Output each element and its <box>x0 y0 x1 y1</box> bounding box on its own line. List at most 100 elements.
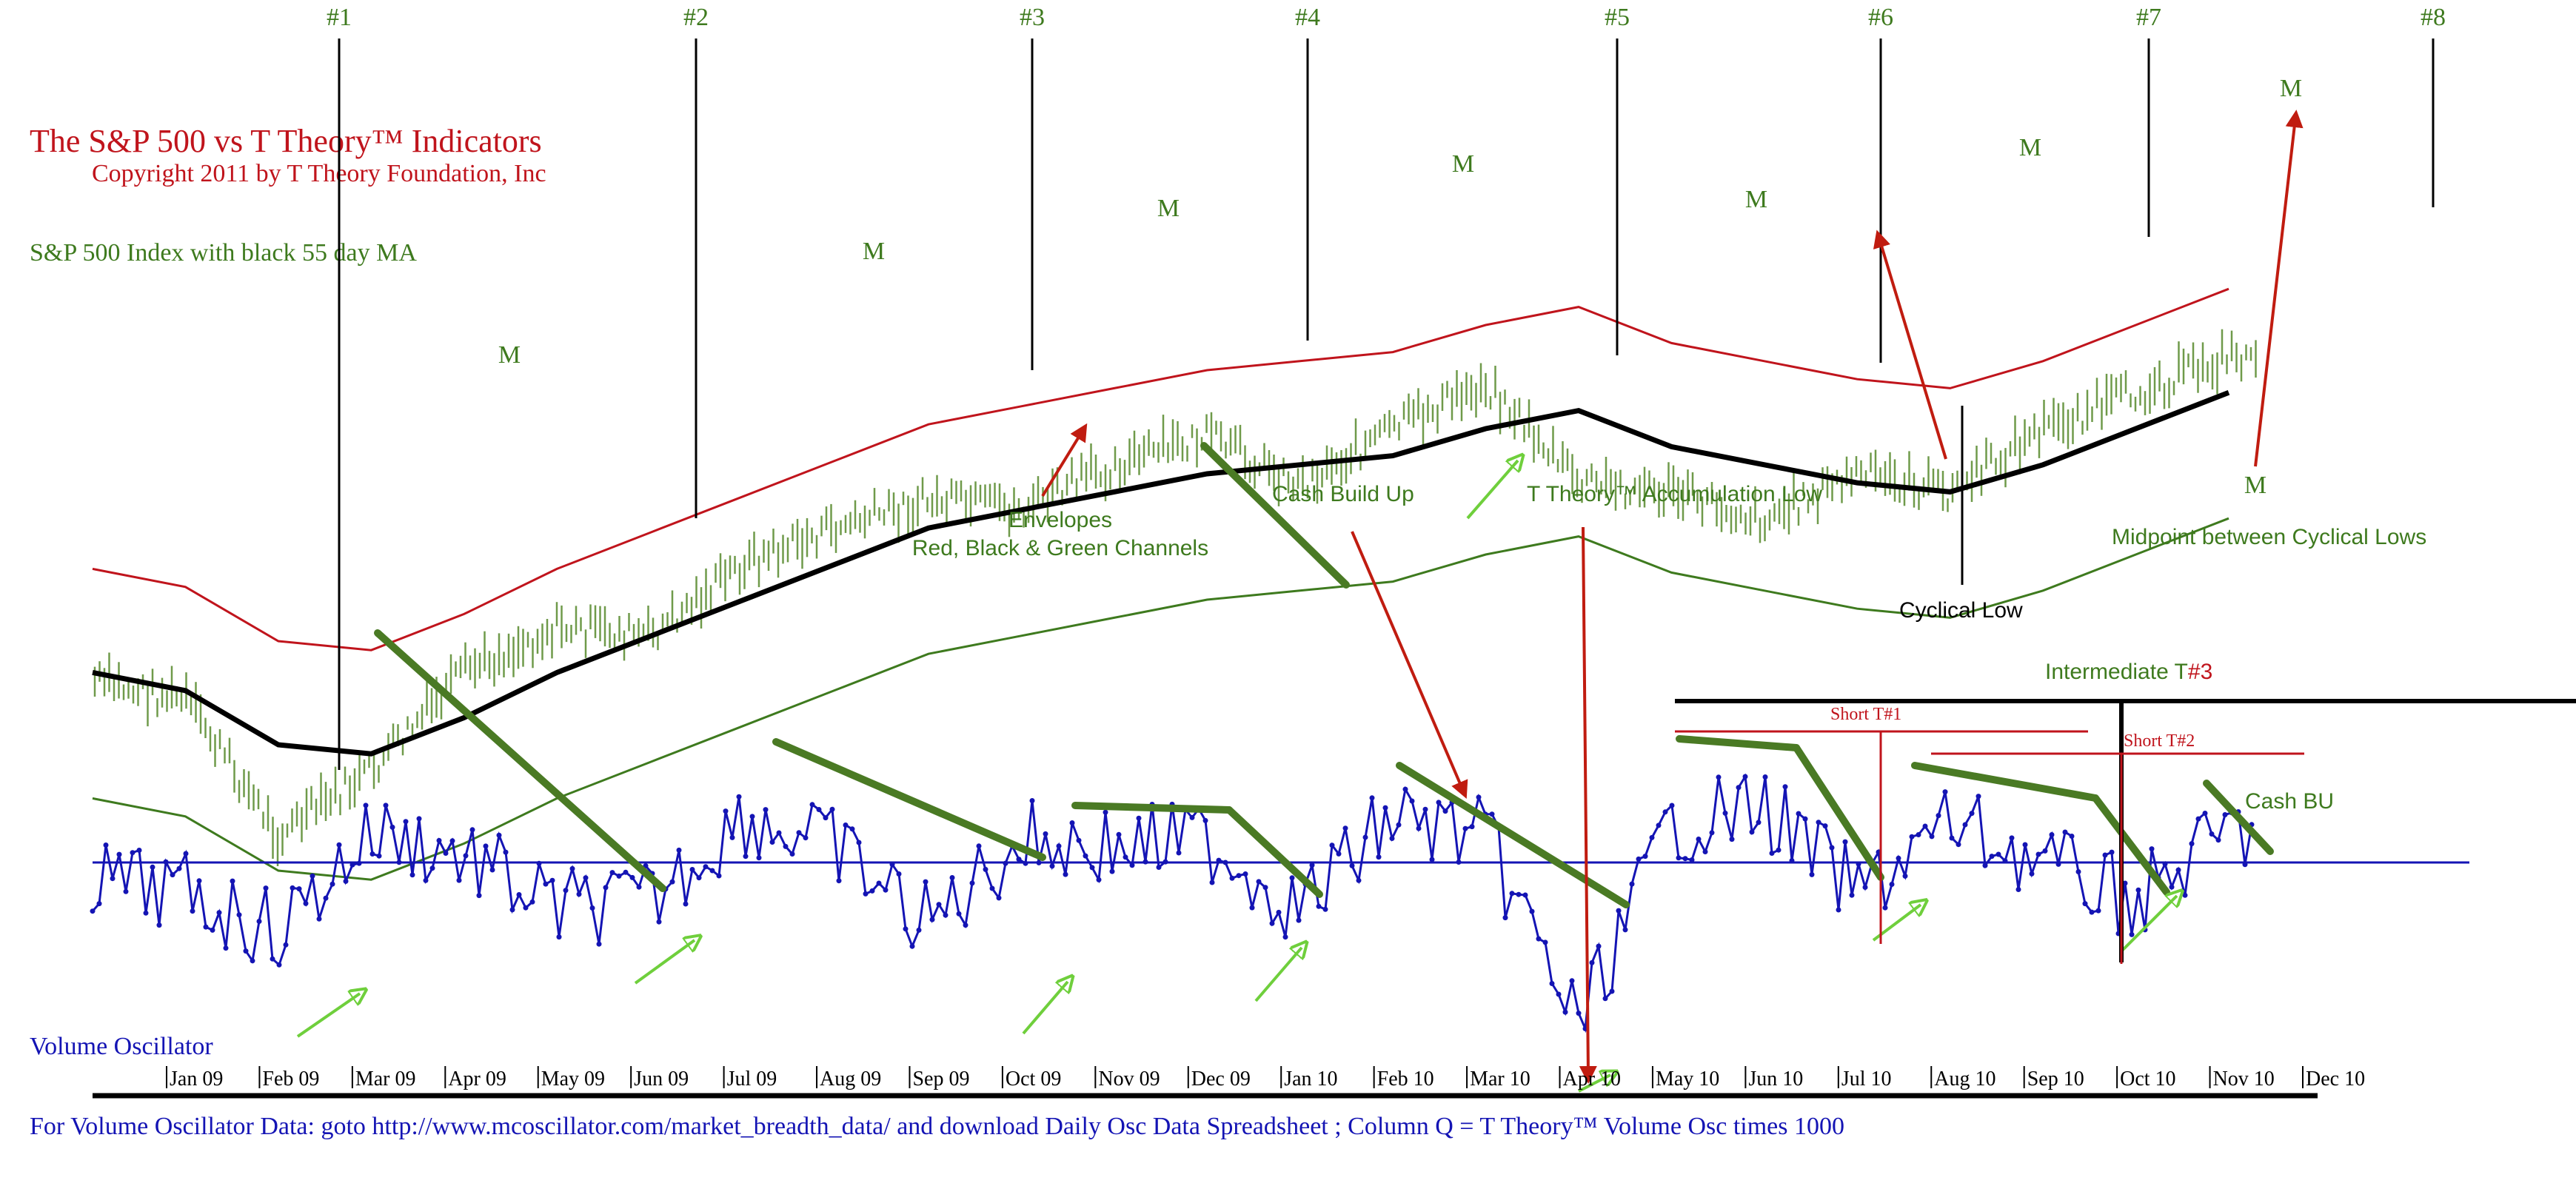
oscillator-point <box>263 885 269 891</box>
oscillator-point <box>1309 862 1315 868</box>
oscillator-point <box>1016 857 1022 862</box>
red-arrow <box>1351 531 1468 800</box>
x-axis-tick-label: Mar 09 <box>355 1068 416 1090</box>
oscillator-point <box>376 853 382 859</box>
oscillator-point <box>749 814 755 820</box>
oscillator-point <box>889 862 895 868</box>
oscillator-point <box>2102 852 2108 858</box>
oscillator-point <box>1056 843 1062 849</box>
oscillator-point <box>676 847 682 853</box>
oscillator-point <box>2022 842 2028 848</box>
oscillator-point <box>463 853 469 859</box>
oscillator-point <box>403 819 409 825</box>
oscillator-point <box>709 868 715 874</box>
oscillator-point <box>136 848 142 853</box>
green-arrow <box>1578 1075 1610 1093</box>
oscillator-point <box>1942 789 1948 795</box>
oscillator-point <box>2129 931 2135 937</box>
oscillator-point <box>2049 832 2055 837</box>
oscillator-point <box>589 905 595 911</box>
oscillator-point <box>2182 892 2188 898</box>
oscillator-point <box>383 803 389 808</box>
oscillator-point <box>1109 868 1115 874</box>
oscillator-point <box>576 891 582 897</box>
oscillator-point <box>2242 862 2248 868</box>
oscillator-point <box>1536 936 1542 942</box>
oscillator-point <box>596 941 602 947</box>
oscillator-point <box>1949 835 1955 841</box>
oscillator-point <box>2055 861 2061 867</box>
oscillator-point <box>1562 1009 1568 1015</box>
green-arrow <box>1254 948 1302 1002</box>
midpoint-markers: M M M M M M M M <box>498 75 2302 499</box>
trend-line <box>2092 794 2170 896</box>
oscillator-point <box>1276 909 1282 915</box>
x-axis-tick-label: Nov 10 <box>2213 1068 2275 1090</box>
oscillator-point <box>1829 845 1835 851</box>
oscillator-point <box>250 958 255 964</box>
oscillator-point <box>963 922 968 928</box>
oscillator-point <box>1782 784 1788 790</box>
x-axis-tick-label: Jun 10 <box>1748 1068 1803 1090</box>
x-axis-tick-label: Nov 09 <box>1098 1068 1160 1090</box>
oscillator-point <box>1469 824 1475 830</box>
red-arrow <box>1041 423 1088 497</box>
oscillator-point <box>2095 908 2101 914</box>
short-t2-label: Short T#2 <box>2124 731 2195 751</box>
x-axis-tick-label: Jan 10 <box>1284 1068 1337 1090</box>
trend-line <box>1071 802 1233 814</box>
oscillator-point <box>936 902 942 908</box>
oscillator-point <box>509 907 515 913</box>
oscillator-point <box>976 843 982 849</box>
x-axis-tick-label: Feb 09 <box>262 1068 319 1090</box>
cycle-marker-label: #2 <box>683 4 709 31</box>
x-axis-tick-label: Oct 09 <box>1006 1068 1061 1090</box>
green-arrow <box>2121 896 2177 952</box>
oscillator-point <box>1209 880 1215 885</box>
oscillator-point <box>1749 829 1755 835</box>
oscillator-point <box>1296 917 1302 923</box>
trend-line <box>1676 735 1800 751</box>
oscillator-point <box>1629 881 1635 887</box>
oscillator-point <box>483 843 489 849</box>
oscillator-point <box>190 908 195 914</box>
oscillator-point <box>1396 822 1402 828</box>
x-axis-tick-label: May 09 <box>541 1068 605 1090</box>
oscillator-point <box>1256 879 1262 885</box>
oscillator-point <box>1902 873 1908 879</box>
midpoint-marker: M <box>1452 150 1474 178</box>
oscillator-point <box>1989 854 1995 860</box>
oscillator-point <box>929 917 935 922</box>
x-axis-tick-label: Apr 09 <box>448 1068 506 1090</box>
oscillator-point <box>609 870 615 876</box>
oscillator-point <box>2029 871 2035 877</box>
oscillator-point <box>776 830 782 836</box>
oscillator-point <box>1176 850 1182 856</box>
oscillator-point <box>1036 860 1042 865</box>
oscillator-point <box>696 875 702 881</box>
oscillator-point <box>1936 813 1941 819</box>
oscillator-point <box>1096 877 1102 882</box>
oscillator-point <box>1089 865 1095 871</box>
intermediate-t-number: #3 <box>2188 660 2212 684</box>
oscillator-point <box>103 842 109 848</box>
oscillator-point <box>2135 887 2141 893</box>
oscillator-point <box>623 869 629 875</box>
oscillator-point <box>1882 905 1888 911</box>
oscillator-point <box>2169 884 2175 890</box>
oscillator-point <box>1222 860 1228 865</box>
oscillator-point <box>356 860 362 866</box>
oscillator-point <box>796 830 802 836</box>
oscillator-point <box>196 878 202 884</box>
oscillator-point <box>1416 825 1422 831</box>
envelopes-sublabel: Red, Black & Green Channels <box>912 536 1208 560</box>
oscillator-point <box>1349 862 1355 868</box>
oscillator-point <box>836 878 842 884</box>
oscillator-point <box>1129 862 1135 868</box>
oscillator-point <box>863 891 869 897</box>
oscillator-point <box>409 872 415 878</box>
oscillator-point <box>1289 875 1295 881</box>
oscillator-point <box>1982 862 1988 868</box>
oscillator-point <box>943 912 949 918</box>
price-panel-label: S&P 500 Index with black 55 day MA <box>30 239 417 267</box>
